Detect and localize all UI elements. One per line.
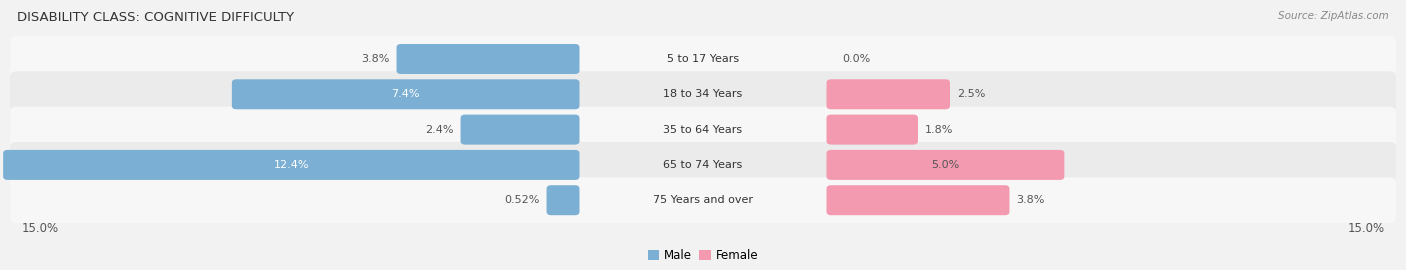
Text: 2.4%: 2.4% [425,124,454,135]
Text: Source: ZipAtlas.com: Source: ZipAtlas.com [1278,11,1389,21]
FancyBboxPatch shape [10,36,1396,82]
Text: 15.0%: 15.0% [21,222,59,235]
Text: 0.52%: 0.52% [505,195,540,205]
Text: 5 to 17 Years: 5 to 17 Years [666,54,740,64]
Text: DISABILITY CLASS: COGNITIVE DIFFICULTY: DISABILITY CLASS: COGNITIVE DIFFICULTY [17,11,294,24]
FancyBboxPatch shape [10,142,1396,188]
FancyBboxPatch shape [10,107,1396,153]
FancyBboxPatch shape [827,185,1010,215]
Text: 3.8%: 3.8% [1017,195,1045,205]
FancyBboxPatch shape [10,177,1396,223]
FancyBboxPatch shape [232,79,579,109]
Text: 2.5%: 2.5% [957,89,986,99]
FancyBboxPatch shape [547,185,579,215]
Text: 75 Years and over: 75 Years and over [652,195,754,205]
FancyBboxPatch shape [827,114,918,145]
FancyBboxPatch shape [10,71,1396,117]
Text: 15.0%: 15.0% [1347,222,1385,235]
Text: 35 to 64 Years: 35 to 64 Years [664,124,742,135]
Text: 12.4%: 12.4% [274,160,309,170]
Text: 1.8%: 1.8% [925,124,953,135]
FancyBboxPatch shape [461,114,579,145]
Text: 3.8%: 3.8% [361,54,389,64]
Text: 18 to 34 Years: 18 to 34 Years [664,89,742,99]
FancyBboxPatch shape [396,44,579,74]
FancyBboxPatch shape [827,150,1064,180]
Legend: Male, Female: Male, Female [643,244,763,267]
FancyBboxPatch shape [3,150,579,180]
Text: 0.0%: 0.0% [842,54,870,64]
FancyBboxPatch shape [827,79,950,109]
Text: 5.0%: 5.0% [931,160,959,170]
Text: 65 to 74 Years: 65 to 74 Years [664,160,742,170]
Text: 7.4%: 7.4% [391,89,420,99]
